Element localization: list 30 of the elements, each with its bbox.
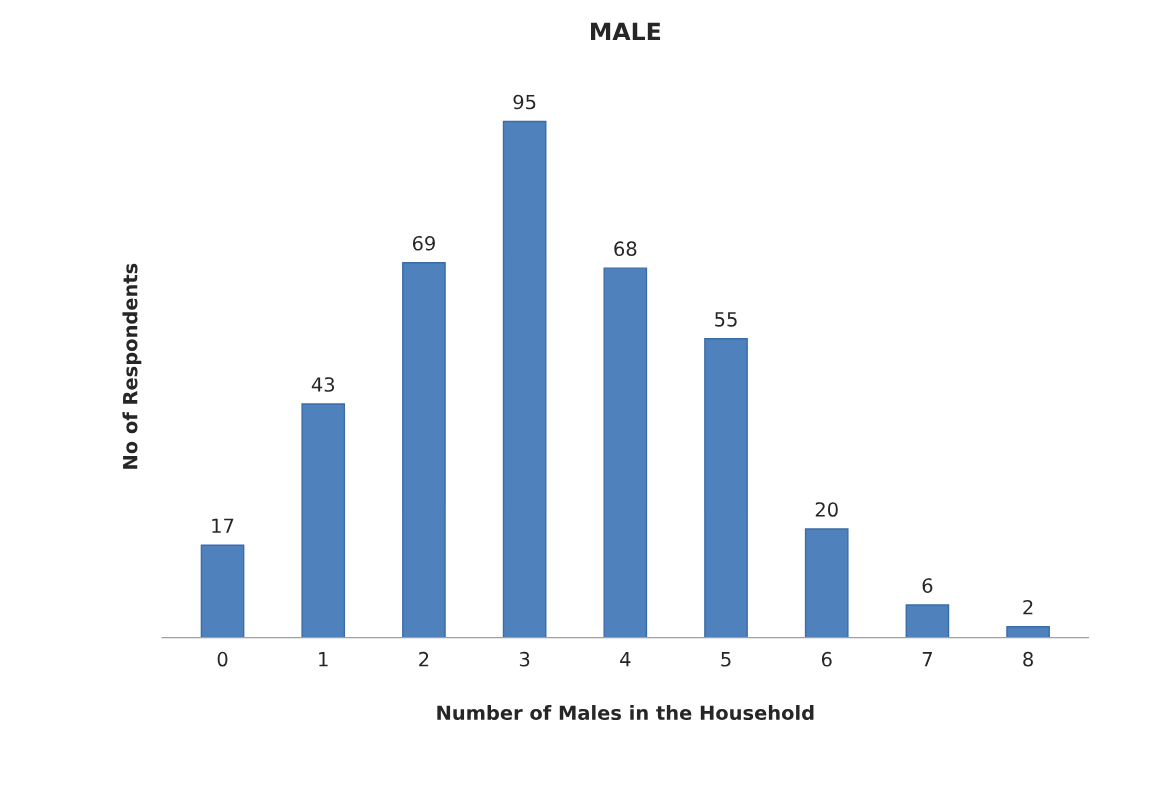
chart-title: MALE bbox=[591, 22, 661, 41]
x-tick-label: 6 bbox=[821, 651, 832, 667]
bar bbox=[905, 604, 950, 638]
x-tick-label: 3 bbox=[519, 651, 530, 667]
x-tick-label: 0 bbox=[217, 651, 228, 667]
bar bbox=[1006, 626, 1050, 638]
x-tick-label: 2 bbox=[419, 651, 429, 667]
x-tick-label: 7 bbox=[922, 652, 932, 667]
bar bbox=[804, 528, 849, 638]
x-tick-label: 4 bbox=[620, 652, 631, 667]
bar bbox=[301, 403, 346, 638]
data-label: 2 bbox=[1023, 599, 1033, 615]
data-label: 17 bbox=[212, 518, 234, 533]
x-tick-label: 8 bbox=[1023, 651, 1033, 667]
bar bbox=[402, 262, 446, 638]
x-axis-title: Number of Males in the Household bbox=[437, 705, 814, 721]
data-label: 68 bbox=[614, 241, 637, 257]
bar bbox=[704, 338, 748, 638]
data-label: 20 bbox=[815, 502, 838, 517]
x-tick-label: 5 bbox=[721, 652, 731, 667]
x-tick-label: 1 bbox=[319, 652, 328, 667]
data-label: 95 bbox=[513, 94, 536, 110]
data-label: 55 bbox=[715, 312, 737, 327]
bar bbox=[603, 267, 648, 638]
bar bbox=[502, 120, 547, 638]
data-label: 43 bbox=[311, 377, 335, 392]
data-label: 69 bbox=[412, 235, 435, 251]
data-label: 6 bbox=[922, 578, 933, 593]
y-axis-title: No of Respondents bbox=[122, 263, 142, 469]
bar bbox=[200, 544, 245, 638]
